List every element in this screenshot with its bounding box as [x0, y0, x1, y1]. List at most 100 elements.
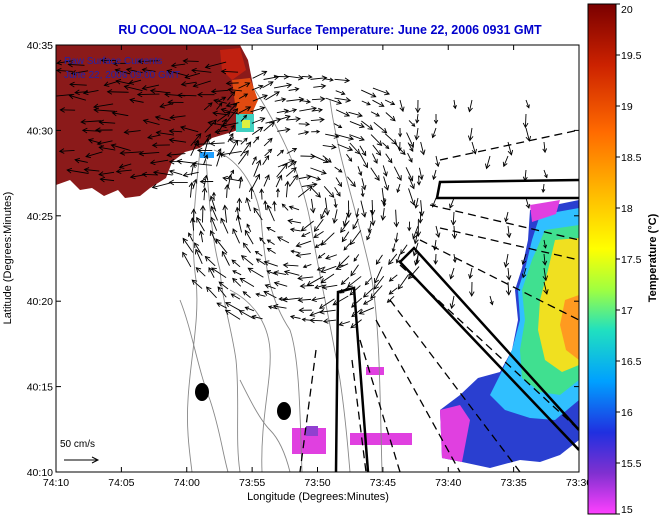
sst-pixel	[366, 367, 384, 375]
current-vector	[85, 151, 103, 159]
current-vector	[215, 238, 228, 254]
current-vector	[227, 132, 234, 143]
current-vector	[204, 61, 227, 70]
current-vector	[168, 169, 183, 176]
current-vector	[435, 225, 441, 238]
current-vector	[168, 128, 183, 135]
current-vector	[346, 153, 353, 162]
current-vector	[541, 183, 546, 194]
current-vector	[209, 140, 225, 147]
colorbar-tick-label: 18.5	[621, 152, 642, 164]
current-vector	[362, 298, 374, 305]
current-vector	[214, 128, 229, 135]
current-vector	[418, 167, 424, 181]
current-vector	[262, 154, 270, 166]
colorbar-tick-label: 17.5	[621, 254, 642, 266]
current-vector	[372, 144, 382, 156]
x-axis-label: Longitude (Degrees:Minutes)	[247, 491, 389, 503]
colorbar-tick-label: 19	[621, 101, 633, 113]
current-vector	[507, 141, 514, 156]
current-vector	[226, 108, 239, 122]
current-vector	[222, 204, 228, 223]
current-vector	[266, 270, 277, 275]
current-vector	[320, 232, 335, 246]
current-vector	[542, 253, 548, 266]
current-vector	[366, 231, 372, 241]
current-vector	[397, 274, 409, 290]
current-vector	[332, 209, 338, 224]
current-vector	[450, 211, 457, 226]
colorbar-tick-label: 18	[621, 203, 633, 215]
current-vectors	[56, 57, 549, 329]
current-vector	[95, 127, 113, 133]
current-vector	[301, 74, 313, 80]
current-vector	[449, 197, 455, 209]
current-vector	[275, 188, 280, 198]
current-vector	[370, 134, 383, 147]
y-axis-label: Latitude (Degrees:Minutes)	[2, 192, 14, 325]
x-tick-label: 73:35	[500, 477, 526, 489]
current-vector	[220, 68, 239, 75]
current-vector	[406, 132, 415, 148]
current-vector	[543, 239, 547, 249]
current-vector	[247, 267, 264, 278]
current-vector	[415, 253, 420, 265]
current-vector	[169, 114, 186, 121]
current-vector	[311, 129, 321, 134]
current-vector	[407, 221, 412, 232]
current-vector	[93, 107, 115, 113]
magenta-sst-top	[530, 200, 560, 222]
current-vector	[200, 204, 206, 223]
current-vector	[82, 89, 99, 96]
current-vector	[286, 116, 301, 122]
current-vector	[182, 251, 192, 268]
current-vector	[137, 58, 160, 65]
current-vector	[415, 113, 420, 124]
current-vector	[198, 230, 204, 243]
current-vector	[301, 182, 318, 188]
current-vector	[210, 205, 218, 221]
current-vector	[432, 169, 437, 181]
current-vector	[310, 175, 322, 181]
current-vector	[361, 89, 377, 98]
current-vector	[310, 117, 325, 123]
current-vector	[391, 243, 396, 253]
colorbar-tick-label: 17	[621, 305, 633, 317]
current-vector	[98, 145, 116, 151]
current-vector	[525, 127, 532, 142]
current-vector	[259, 188, 265, 200]
current-vector	[334, 166, 343, 173]
warm-sst-patch	[56, 45, 255, 198]
current-vector	[370, 167, 380, 182]
current-vector	[468, 281, 475, 297]
current-vector	[196, 216, 205, 232]
current-vector	[335, 263, 349, 271]
current-vector	[385, 112, 396, 122]
current-vector	[218, 281, 229, 290]
current-vector	[147, 134, 160, 140]
colorbar-tick-label: 15	[621, 504, 633, 516]
sst-pixel	[306, 426, 318, 436]
current-vector	[467, 127, 474, 142]
current-vector	[297, 297, 312, 303]
current-vector	[372, 99, 385, 107]
current-vector	[232, 277, 242, 287]
current-vector	[235, 214, 243, 233]
current-vector	[285, 167, 297, 177]
current-vector	[141, 171, 158, 178]
current-vector	[313, 218, 324, 233]
current-vector	[432, 239, 438, 251]
current-vector	[416, 175, 422, 186]
current-vector	[372, 87, 391, 96]
current-vector	[263, 174, 270, 187]
current-vector	[489, 295, 494, 306]
current-vector	[210, 88, 229, 95]
current-vector	[320, 265, 337, 274]
colorbar-tick-label: 16.5	[621, 356, 642, 368]
bathymetry-contours	[179, 89, 383, 472]
colorbar-ticks: 20 19.5 19 18.5 18 17.5 17 16.5 16 15.5 15	[616, 3, 642, 516]
current-vector	[151, 182, 171, 190]
current-vector	[264, 148, 273, 157]
current-vector	[384, 133, 398, 145]
